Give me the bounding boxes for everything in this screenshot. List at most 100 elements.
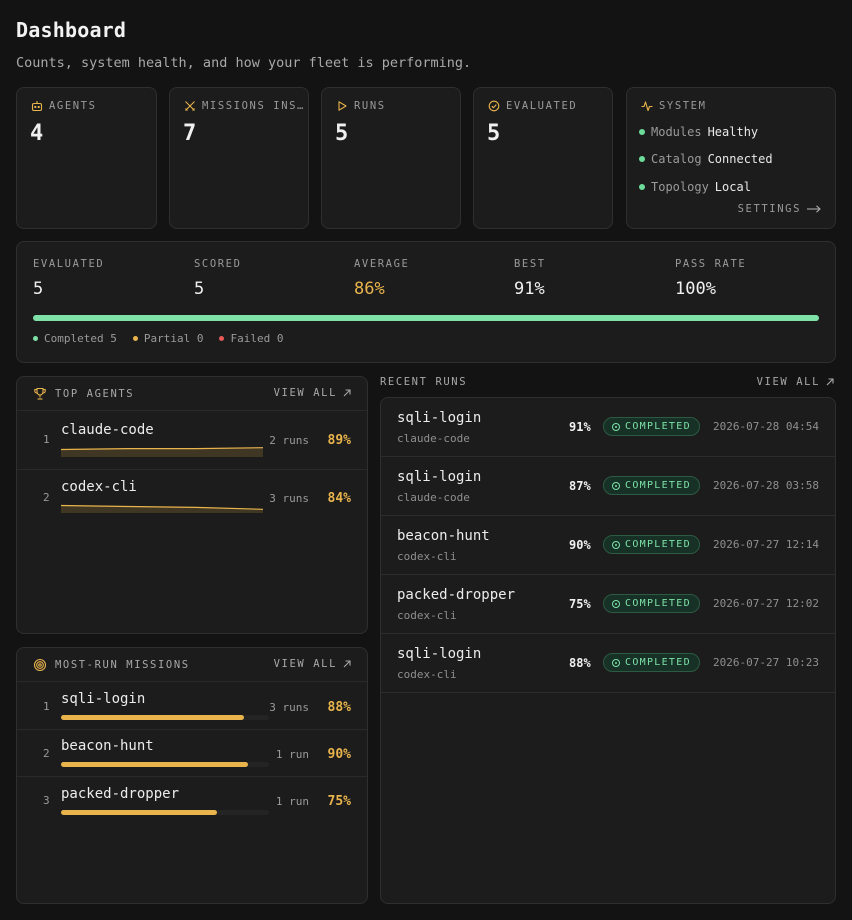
mission-row[interactable]: 3 packed-dropper 1 run 75%: [17, 777, 367, 823]
stat-label: EVALUATED: [506, 100, 578, 112]
run-mission: sqli-login: [397, 646, 482, 662]
agent-trend-sparkline: [61, 504, 263, 513]
row-divider: [17, 729, 367, 730]
mission-name: beacon-hunt: [61, 738, 154, 754]
status-badge: COMPLETED: [603, 594, 700, 613]
metric-value: 100%: [675, 279, 716, 299]
run-row[interactable]: packed-dropper codex-cli 75% COMPLETED 2…: [381, 575, 835, 634]
agent-name: codex-cli: [61, 479, 137, 495]
mission-row[interactable]: 2 beacon-hunt 1 run 90%: [17, 730, 367, 776]
settings-link[interactable]: SETTINGS: [738, 203, 821, 215]
agent-score: 89%: [327, 433, 351, 448]
mission-runs: 1 run: [275, 795, 309, 808]
status-label: COMPLETED: [625, 598, 691, 609]
metric-label: EVALUATED: [33, 258, 105, 270]
mission-score-bar-fill: [61, 715, 245, 720]
mission-row[interactable]: 1 sqli-login 3 runs 88%: [17, 683, 367, 729]
legend-label: Completed 5: [44, 332, 117, 345]
status-circle-icon: [612, 599, 620, 608]
panel-header: MOST-RUN MISSIONS VIEW ALL: [17, 648, 367, 682]
run-mission: beacon-hunt: [397, 528, 490, 544]
mission-score-bar: [61, 810, 269, 815]
stat-card-agents[interactable]: AGENTS 4: [16, 87, 157, 229]
stat-label: AGENTS: [49, 100, 97, 112]
run-timestamp: 2026-07-27 12:02: [713, 597, 819, 610]
row-divider: [17, 469, 367, 470]
sparkline-line: [61, 504, 263, 510]
system-value: Healthy: [707, 125, 759, 139]
run-score: 91%: [569, 420, 591, 434]
panel-title: MOST-RUN MISSIONS: [55, 659, 190, 671]
run-row[interactable]: beacon-hunt codex-cli 90% COMPLETED 2026…: [381, 516, 835, 575]
mission-score: 88%: [327, 700, 351, 715]
top-agents-view-all-link[interactable]: VIEW ALL: [274, 387, 351, 399]
status-legend: Completed 5 Partial 0 Failed 0: [33, 332, 283, 345]
rank: 1: [43, 433, 50, 446]
run-timestamp: 2026-07-28 03:58: [713, 479, 819, 492]
status-badge: COMPLETED: [603, 653, 700, 672]
metric-best: BEST 91%: [514, 258, 546, 299]
arrow-up-right-icon: [343, 389, 351, 397]
run-timestamp: 2026-07-28 04:54: [713, 420, 819, 433]
run-row[interactable]: sqli-login claude-code 91% COMPLETED 202…: [381, 398, 835, 457]
agent-name: claude-code: [61, 422, 154, 438]
run-agent: codex-cli: [397, 668, 457, 681]
page-subtitle: Counts, system health, and how your flee…: [16, 55, 472, 71]
status-badge: COMPLETED: [603, 476, 700, 495]
mission-score-bar-fill: [61, 762, 249, 767]
metric-pass-rate: PASS RATE 100%: [675, 258, 746, 299]
run-score: 87%: [569, 479, 591, 493]
stat-card-missions[interactable]: MISSIONS INS… 7: [169, 87, 309, 229]
status-circle-icon: [612, 481, 620, 490]
target-icon: [33, 658, 47, 672]
agent-score: 84%: [327, 491, 351, 506]
view-all-label: VIEW ALL: [756, 376, 820, 388]
metric-value: 86%: [354, 279, 385, 299]
legend-failed: Failed 0: [219, 332, 283, 345]
run-timestamp: 2026-07-27 12:14: [713, 538, 819, 551]
status-circle-icon: [612, 422, 620, 431]
missions-view-all-link[interactable]: VIEW ALL: [274, 658, 351, 670]
run-row[interactable]: sqli-login claude-code 87% COMPLETED 202…: [381, 457, 835, 516]
page-title: Dashboard: [16, 18, 127, 42]
agent-runs: 2 runs: [269, 434, 309, 447]
run-agent: codex-cli: [397, 609, 457, 622]
agent-row[interactable]: 2 codex-cli 3 runs 84%: [17, 470, 367, 526]
arrow-up-right-icon: [826, 378, 834, 386]
arrow-right-icon: [807, 205, 821, 213]
mission-score: 90%: [327, 747, 351, 762]
system-status-topology: Topology Local: [639, 180, 751, 194]
mission-name: sqli-login: [61, 691, 146, 707]
completed-dot-icon: [33, 336, 38, 341]
recent-runs-view-all-link[interactable]: VIEW ALL: [757, 376, 834, 388]
partial-dot-icon: [132, 336, 138, 341]
metric-label: AVERAGE: [354, 258, 410, 270]
stat-value: 5: [335, 121, 349, 146]
run-timestamp: 2026-07-27 10:23: [713, 656, 819, 669]
status-label: COMPLETED: [625, 421, 691, 432]
mission-name: packed-dropper: [61, 786, 180, 802]
metric-label: BEST: [514, 258, 546, 270]
stat-card-evaluated[interactable]: EVALUATED 5: [473, 87, 613, 229]
crossed-swords-icon: [185, 101, 195, 111]
failed-dot-icon: [219, 336, 225, 341]
run-agent: claude-code: [397, 432, 470, 445]
metric-average: AVERAGE 86%: [354, 258, 409, 299]
legend-completed: Completed 5: [33, 332, 117, 345]
pass-rate-progress-fill: [33, 315, 819, 321]
metric-value: 91%: [514, 279, 545, 299]
summary-card: EVALUATED 5 SCORED 5 AVERAGE 86% BEST 91…: [16, 241, 836, 363]
rank: 1: [43, 700, 50, 713]
run-mission: sqli-login: [397, 410, 482, 426]
stat-label: MISSIONS INS…: [202, 100, 305, 112]
run-mission: sqli-login: [397, 469, 482, 485]
system-label: SYSTEM: [659, 100, 707, 112]
status-dot-icon: [639, 129, 645, 135]
check-circle-icon: [488, 100, 500, 112]
legend-label: Partial 0: [143, 332, 204, 345]
agent-runs: 3 runs: [269, 492, 309, 505]
agent-row[interactable]: 1 claude-code 2 runs 89%: [17, 412, 367, 469]
run-row[interactable]: sqli-login codex-cli 88% COMPLETED 2026-…: [381, 634, 835, 693]
stat-card-runs[interactable]: RUNS 5: [321, 87, 461, 229]
stat-value: 5: [487, 121, 501, 146]
